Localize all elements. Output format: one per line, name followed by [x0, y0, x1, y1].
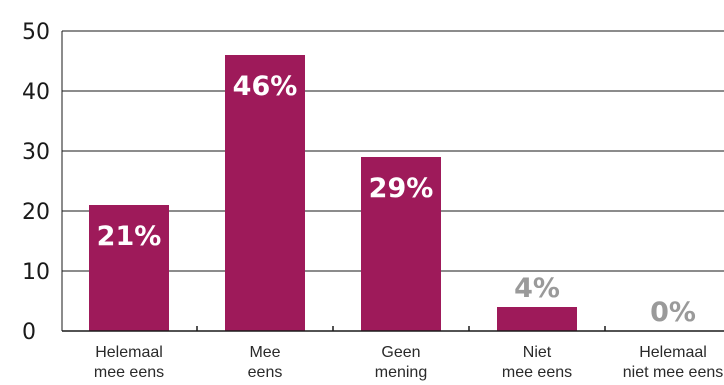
bar	[89, 205, 169, 331]
data-label: 46%	[233, 71, 298, 102]
category-label: Helemaal mee eens	[94, 344, 164, 381]
y-tick-label: 30	[22, 140, 50, 165]
bars	[89, 55, 577, 331]
data-labels: 21% 46% 29% 4% 0%	[97, 71, 696, 328]
category-labels: Helemaal mee eens Mee eens Geen mening Niet mee…	[94, 344, 723, 381]
category-label: Niet mee eens	[502, 344, 572, 381]
bar	[225, 55, 305, 331]
category-label: Geen mening	[375, 344, 427, 381]
y-tick-label: 20	[22, 200, 50, 225]
category-label: Mee eens	[248, 344, 283, 381]
bar	[497, 307, 577, 331]
data-label: 21%	[97, 221, 162, 252]
x-axis	[62, 326, 724, 332]
y-tick-label: 40	[22, 80, 50, 105]
data-label: 29%	[369, 173, 434, 204]
bar	[361, 157, 441, 331]
y-tick-label: 50	[22, 20, 50, 45]
y-tick-label: 0	[22, 320, 36, 345]
gridlines	[61, 30, 724, 331]
category-label: Helemaal niet mee eens	[623, 344, 724, 381]
y-axis-ticks: 0 10 20 30 40 50	[22, 20, 50, 345]
data-label: 4%	[514, 273, 560, 304]
y-tick-label: 10	[22, 260, 50, 285]
data-label: 0%	[650, 297, 696, 328]
